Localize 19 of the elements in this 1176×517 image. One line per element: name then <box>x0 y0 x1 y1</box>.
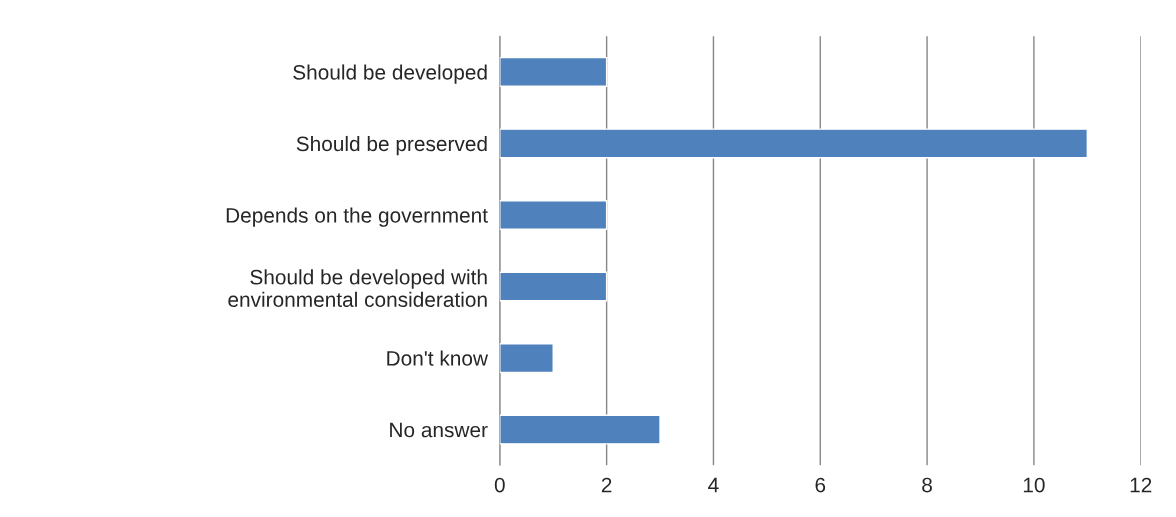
bar <box>499 343 554 374</box>
bar <box>499 56 608 87</box>
x-tick-label: 12 <box>1130 477 1152 493</box>
bar <box>499 128 1089 159</box>
bar <box>499 199 608 230</box>
x-tick-label: 10 <box>1023 477 1045 493</box>
y-tick-label: Depends on the government <box>226 207 488 227</box>
x-tick-label: 4 <box>708 477 719 493</box>
y-tick-label: Should be developed <box>293 64 487 84</box>
y-tick-label: Should be preserved <box>296 135 487 156</box>
x-tick-label: 2 <box>601 477 612 493</box>
y-tick-label: No answer <box>390 422 488 438</box>
x-tick-label: 0 <box>494 477 505 493</box>
y-tick-label: Don't know <box>387 350 489 366</box>
bar <box>499 414 661 445</box>
x-tick-label: 6 <box>815 477 826 493</box>
x-tick-label: 8 <box>922 477 932 493</box>
y-tick-label: Should be developed with environmental consideration <box>228 269 487 307</box>
bar <box>499 271 608 302</box>
